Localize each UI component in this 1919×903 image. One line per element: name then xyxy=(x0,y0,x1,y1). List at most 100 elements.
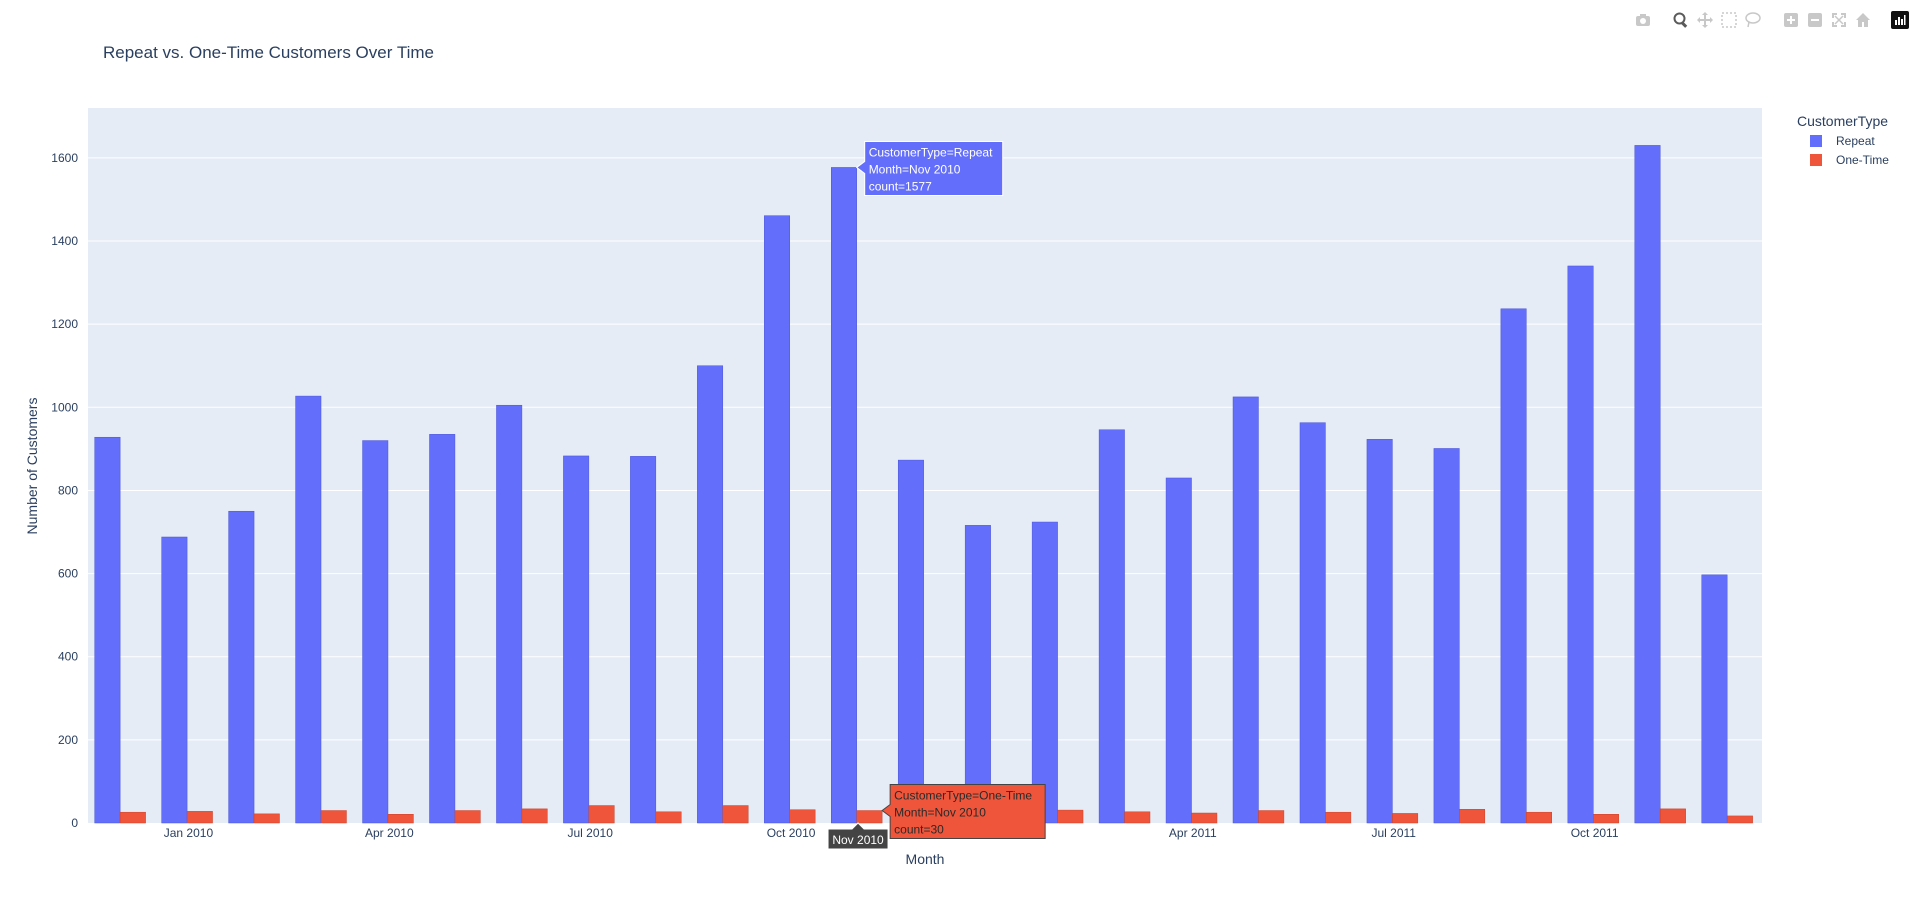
plotly-logo-icon[interactable] xyxy=(1891,11,1909,29)
box-select-icon[interactable] xyxy=(1719,10,1739,30)
bar-one-time-16[interactable] xyxy=(1191,812,1218,824)
x-tick-label: Jul 2010 xyxy=(568,826,614,840)
x-hover-label-text: Nov 2010 xyxy=(832,833,884,847)
zoom-in-icon[interactable] xyxy=(1781,10,1801,30)
bar-one-time-2[interactable] xyxy=(253,813,280,824)
legend-label-one-time: One-Time xyxy=(1836,153,1889,167)
hover-tooltips: CustomerType=Repeat Month=Nov 2010 count=1… xyxy=(827,140,1046,850)
legend-title: CustomerType xyxy=(1797,113,1888,129)
x-tick-label: Apr 2010 xyxy=(365,826,414,840)
x-tick-label: Oct 2010 xyxy=(767,826,816,840)
x-axis-label: Month xyxy=(906,851,945,867)
tooltip-one-time: CustomerType=One-Time Month=Nov 2010 count… xyxy=(881,784,1046,840)
autoscale-icon[interactable] xyxy=(1829,10,1849,30)
bar-one-time-15[interactable] xyxy=(1124,811,1151,824)
legend: CustomerType Repeat One-Time xyxy=(1797,113,1889,167)
bar-repeat-6[interactable] xyxy=(496,404,523,824)
bar-repeat-23[interactable] xyxy=(1634,145,1661,824)
bar-repeat-1[interactable] xyxy=(161,536,188,824)
bar-one-time-24[interactable] xyxy=(1726,815,1753,824)
bar-repeat-21[interactable] xyxy=(1500,308,1527,824)
bar-one-time-19[interactable] xyxy=(1392,813,1419,824)
bar-one-time-4[interactable] xyxy=(387,814,414,824)
tooltip-repeat-line: CustomerType=Repeat xyxy=(869,145,993,159)
bar-repeat-0[interactable] xyxy=(94,436,121,824)
bar-repeat-16[interactable] xyxy=(1165,477,1192,824)
bar-one-time-11[interactable] xyxy=(856,810,883,824)
legend-item-one-time[interactable]: One-Time xyxy=(1810,153,1889,167)
bar-one-time-21[interactable] xyxy=(1526,811,1552,824)
bar-one-time-20[interactable] xyxy=(1459,809,1486,824)
bar-repeat-15[interactable] xyxy=(1098,429,1125,824)
bar-one-time-1[interactable] xyxy=(186,811,213,824)
legend-swatch-repeat xyxy=(1810,135,1822,147)
y-tick-label: 1400 xyxy=(51,234,78,248)
tooltip-one-time-line: count=30 xyxy=(894,823,944,837)
bar-one-time-0[interactable] xyxy=(119,811,146,824)
bar-one-time-7[interactable] xyxy=(588,805,615,824)
tooltip-one-time-line: Month=Nov 2010 xyxy=(894,806,986,820)
x-tick-label: Jul 2011 xyxy=(1371,826,1416,840)
y-tick-label: 1200 xyxy=(51,317,78,331)
bar-repeat-11[interactable] xyxy=(831,167,857,824)
bar-repeat-4[interactable] xyxy=(362,440,389,824)
tooltip-repeat-line: Month=Nov 2010 xyxy=(869,162,961,176)
bar-one-time-6[interactable] xyxy=(521,808,548,824)
bar-one-time-22[interactable] xyxy=(1593,814,1619,824)
bar-repeat-14[interactable] xyxy=(1031,521,1058,824)
y-tick-label: 1000 xyxy=(51,400,78,414)
bar-repeat-24[interactable] xyxy=(1701,574,1728,824)
bar-one-time-9[interactable] xyxy=(722,805,749,824)
zoom-out-icon[interactable] xyxy=(1805,10,1825,30)
y-tick-labels: 0 200 400 600 800 1000 1200 1400 1600 xyxy=(51,151,78,830)
y-tick-label: 1600 xyxy=(51,151,78,165)
legend-label-repeat: Repeat xyxy=(1836,134,1875,148)
bar-one-time-23[interactable] xyxy=(1659,808,1686,824)
chart-title: Repeat vs. One-Time Customers Over Time xyxy=(103,43,434,62)
bar-repeat-3[interactable] xyxy=(295,395,322,824)
bar-one-time-3[interactable] xyxy=(320,810,347,824)
legend-item-repeat[interactable]: Repeat xyxy=(1810,134,1875,148)
bar-one-time-10[interactable] xyxy=(789,809,816,824)
bar-repeat-18[interactable] xyxy=(1299,422,1326,824)
reset-axes-icon[interactable] xyxy=(1853,10,1873,30)
x-tick-label: Apr 2011 xyxy=(1169,826,1217,840)
bar-one-time-5[interactable] xyxy=(454,810,481,824)
bar-repeat-9[interactable] xyxy=(697,365,724,824)
y-tick-label: 200 xyxy=(58,733,78,747)
bar-repeat-17[interactable] xyxy=(1232,396,1259,824)
y-tick-label: 800 xyxy=(58,483,78,497)
bars[interactable] xyxy=(94,145,1753,824)
x-tick-labels: Jan 2010 Apr 2010 Jul 2010 Oct 2010 Apr 2011… xyxy=(164,826,1619,840)
bar-repeat-2[interactable] xyxy=(228,510,255,824)
bar-one-time-14[interactable] xyxy=(1057,809,1084,824)
tooltip-one-time-line: CustomerType=One-Time xyxy=(894,789,1032,803)
bar-repeat-20[interactable] xyxy=(1433,448,1460,824)
camera-icon[interactable] xyxy=(1633,10,1653,30)
y-tick-label: 400 xyxy=(58,650,78,664)
x-tick-label: Jan 2010 xyxy=(164,826,214,840)
pan-icon[interactable] xyxy=(1695,10,1715,30)
legend-swatch-one-time xyxy=(1810,154,1822,166)
tooltip-repeat: CustomerType=Repeat Month=Nov 2010 count=1… xyxy=(855,140,1004,196)
y-axis-label: Number of Customers xyxy=(24,398,40,535)
bar-repeat-8[interactable] xyxy=(630,456,657,824)
bar-repeat-12[interactable] xyxy=(897,459,924,824)
zoom-icon[interactable] xyxy=(1671,10,1691,30)
bar-one-time-8[interactable] xyxy=(655,811,682,824)
modebar xyxy=(1633,10,1909,30)
bar-repeat-10[interactable] xyxy=(764,215,790,824)
bar-repeat-7[interactable] xyxy=(563,455,590,824)
tooltip-repeat-line: count=1577 xyxy=(869,179,932,193)
x-tick-label: Oct 2011 xyxy=(1571,826,1619,840)
bar-repeat-19[interactable] xyxy=(1366,439,1393,824)
y-tick-label: 600 xyxy=(58,567,78,581)
bar-repeat-22[interactable] xyxy=(1567,265,1594,824)
bar-repeat-13[interactable] xyxy=(964,525,991,824)
bar-one-time-17[interactable] xyxy=(1258,810,1285,824)
bar-one-time-18[interactable] xyxy=(1325,811,1352,824)
lasso-select-icon[interactable] xyxy=(1743,10,1763,30)
bar-repeat-5[interactable] xyxy=(429,434,456,824)
y-tick-label: 0 xyxy=(71,816,78,830)
